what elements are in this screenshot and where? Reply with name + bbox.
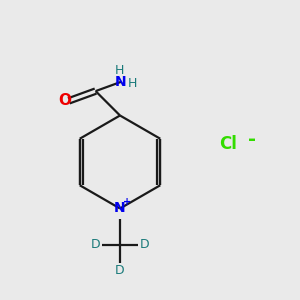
Text: N: N (114, 202, 126, 215)
Text: D: D (140, 238, 149, 251)
Text: Cl: Cl (219, 135, 237, 153)
Text: D: D (91, 238, 100, 251)
Text: -: - (248, 130, 256, 149)
Text: N: N (115, 75, 127, 89)
Text: D: D (115, 263, 125, 277)
Text: H: H (128, 77, 137, 90)
Text: H: H (115, 64, 124, 77)
Text: O: O (59, 93, 72, 108)
Text: +: + (122, 197, 131, 207)
